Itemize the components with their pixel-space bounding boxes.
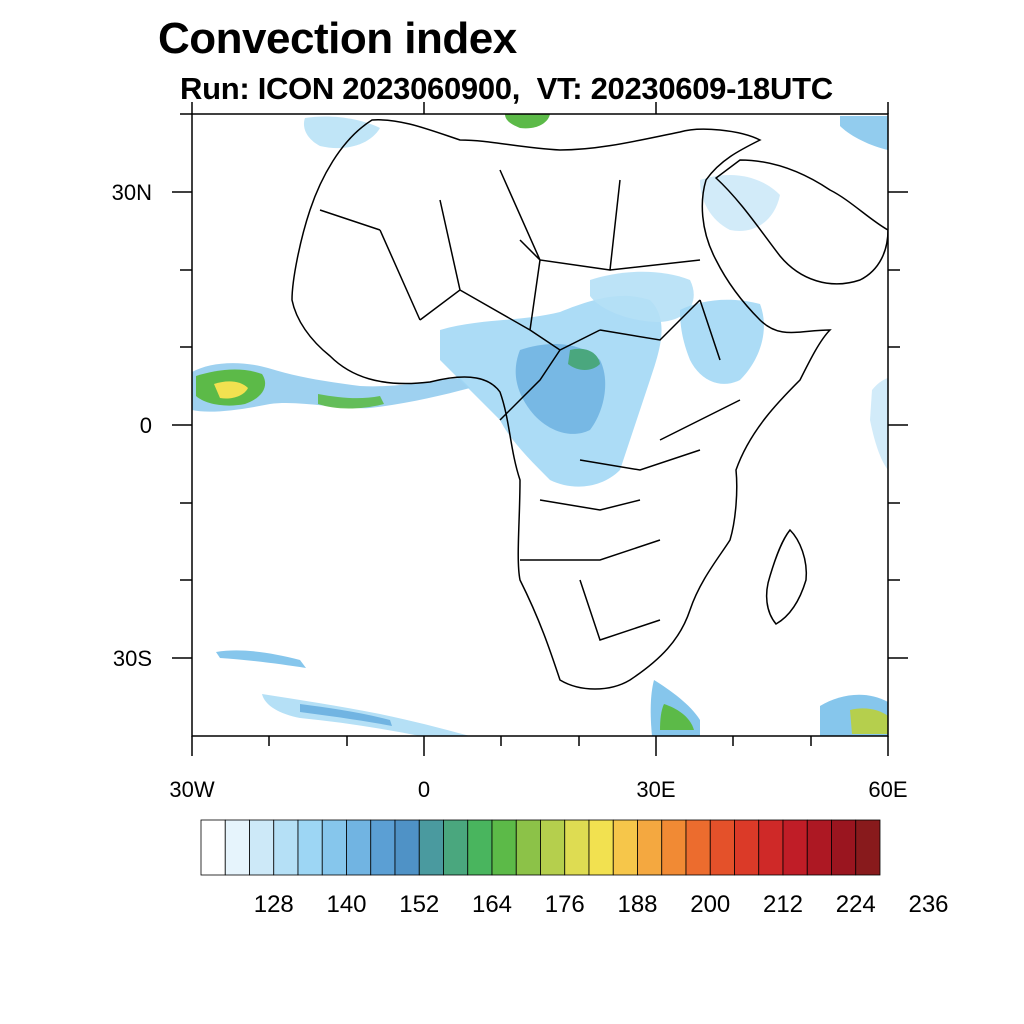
colorbar-swatch [224, 819, 250, 876]
colorbar-swatch [831, 819, 857, 876]
lon-label-30e: 30E [636, 777, 675, 802]
colorbar-label: 164 [472, 891, 512, 918]
colorbar-label: 140 [326, 891, 366, 918]
colorbar-label: 152 [399, 891, 439, 918]
colorbar-swatch [588, 819, 614, 876]
africa-coastline [291, 119, 832, 690]
lon-label-60e: 60E [868, 777, 907, 802]
colorbar-label: 236 [908, 891, 948, 918]
colorbar-swatch [321, 819, 347, 876]
colorbar-swatch [782, 819, 808, 876]
colorbar-swatch [200, 819, 226, 876]
convection-area-sudan [590, 271, 694, 322]
convection-field [192, 114, 888, 736]
chart-subtitle: Run: ICON 2023060900, VT: 20230609-18UTC [180, 71, 833, 106]
convection-area-southeast-core [660, 704, 694, 730]
colorbar-swatch [564, 819, 590, 876]
lat-label-30n: 30N [112, 180, 152, 205]
convection-area-itcz-hot [214, 381, 248, 399]
country-borders [319, 169, 741, 641]
colorbar-label: 188 [617, 891, 657, 918]
colorbar-labels: 128 140 152 164 176 188 200 212 224 236 [254, 891, 949, 918]
lat-ticks [172, 113, 908, 659]
colorbar-swatch [806, 819, 832, 876]
lon-label-0: 0 [418, 777, 430, 802]
arabia-outline [714, 159, 888, 285]
colorbar-swatch [758, 819, 784, 876]
colorbar-label: 176 [545, 891, 585, 918]
convection-area-south-streak-3 [300, 704, 392, 726]
colorbar-swatch [394, 819, 420, 876]
colorbar-label: 200 [690, 891, 730, 918]
colorbar-swatch [612, 819, 638, 876]
colorbar-swatch [249, 819, 275, 876]
colorbar-label: 212 [763, 891, 803, 918]
colorbar-swatch [443, 819, 469, 876]
lat-label-0: 0 [140, 413, 152, 438]
colorbar-swatch [491, 819, 517, 876]
convection-area-south-streak-1 [216, 650, 306, 668]
colorbar-swatch [346, 819, 372, 876]
convection-area-itcz-tail [318, 394, 384, 409]
colorbar [200, 819, 881, 876]
colorbar-swatch [515, 819, 541, 876]
colorbar-swatch [685, 819, 711, 876]
colorbar-swatch [855, 819, 881, 876]
convection-area-mediterranean-north [505, 114, 550, 129]
colorbar-swatch [370, 819, 396, 876]
lat-label-30s: 30S [113, 646, 152, 671]
madagascar-outline [765, 528, 808, 625]
colorbar-swatch [467, 819, 493, 876]
convection-area-indian-ocean [870, 378, 888, 470]
lon-ticks [191, 102, 889, 756]
colorbar-swatch [637, 819, 663, 876]
colorbar-label: 224 [836, 891, 876, 918]
convection-area-caspian [840, 116, 888, 150]
colorbar-swatch [661, 819, 687, 876]
convection-area-ethiopia [680, 299, 764, 384]
colorbar-swatch [540, 819, 566, 876]
coastlines [291, 119, 888, 690]
lon-label-30w: 30W [169, 777, 214, 802]
colorbar-swatch [734, 819, 760, 876]
chart-title: Convection index [158, 14, 517, 63]
colorbar-swatch [418, 819, 444, 876]
colorbar-swatch [709, 819, 735, 876]
colorbar-swatch [273, 819, 299, 876]
convection-area-southeast-ocean-core [850, 708, 888, 734]
convection-area-central-green [568, 348, 600, 370]
convection-area-mediterranean [303, 116, 380, 149]
colorbar-swatch [297, 819, 323, 876]
colorbar-label: 128 [254, 891, 294, 918]
